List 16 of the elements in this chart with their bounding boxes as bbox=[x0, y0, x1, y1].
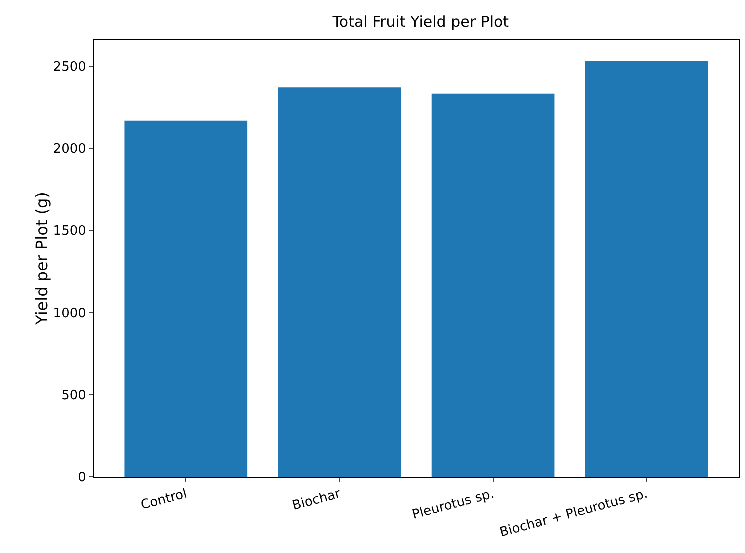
y-tick-label: 1500 bbox=[53, 224, 86, 240]
x-tick-label: Biochar + Pleurotus sp. bbox=[498, 486, 650, 541]
bar bbox=[278, 88, 402, 477]
x-tick-label: Control bbox=[140, 486, 189, 514]
y-tick-label: 2500 bbox=[53, 60, 86, 75]
chart-title: Total Fruit Yield per Plot bbox=[332, 13, 510, 32]
bar bbox=[124, 120, 248, 477]
y-tick-label: 500 bbox=[62, 388, 86, 404]
y-tick-label: 1000 bbox=[53, 306, 86, 322]
y-tick-label: 0 bbox=[78, 470, 86, 486]
y-tick-label: 2000 bbox=[53, 142, 86, 157]
x-tick-label: Biochar bbox=[291, 486, 344, 514]
bar bbox=[432, 94, 555, 477]
x-tick-label: Pleurotus sp. bbox=[410, 486, 496, 524]
bar bbox=[585, 61, 708, 477]
y-axis-title: Yield per Plot (g) bbox=[32, 192, 52, 326]
